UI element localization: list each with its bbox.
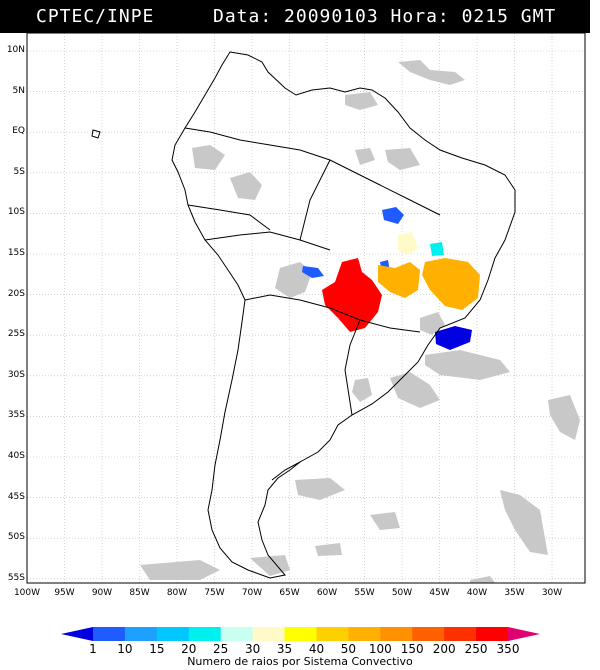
scale-value: 35	[276, 642, 293, 656]
lat-label: 45S	[7, 491, 25, 502]
lat-label: 25S	[7, 329, 25, 340]
scale-swatch	[412, 627, 445, 641]
scale-swatch	[348, 627, 381, 641]
scale-value: 50	[340, 642, 357, 656]
lat-label: 20S	[7, 288, 25, 299]
lon-label: 80W	[166, 588, 188, 598]
system-cyan-east	[430, 242, 444, 256]
color-scale	[61, 627, 540, 641]
system-orange-center	[378, 262, 420, 298]
lon-label: 40W	[466, 588, 488, 598]
system-red	[322, 258, 382, 332]
lat-label: EQ	[12, 126, 25, 137]
lon-label: 30W	[541, 588, 563, 598]
source-label: CPTEC/INPE	[36, 6, 155, 27]
lat-label: 15S	[7, 248, 25, 258]
scale-value: 200	[432, 642, 456, 656]
system-pale-north	[398, 232, 418, 255]
lon-label: 75W	[204, 588, 225, 598]
lon-label: 70W	[241, 588, 263, 598]
lat-label: 40S	[7, 451, 25, 461]
lat-label: 5N	[12, 85, 25, 96]
scale-value: 30	[244, 642, 261, 656]
scale-swatch	[444, 627, 477, 641]
lat-label: 50S	[7, 532, 25, 543]
scale-swatch	[93, 627, 126, 641]
lon-label: 100W	[13, 588, 41, 598]
coastline-borders	[91, 51, 516, 579]
scale-arrow-high	[508, 627, 540, 641]
scale-value: 350	[496, 642, 520, 656]
scale-swatch	[156, 627, 190, 641]
scale-swatch	[188, 627, 222, 641]
scale-value: 10	[117, 642, 133, 656]
scale-value: 1	[89, 642, 97, 656]
lat-label: 30S	[7, 369, 25, 380]
system-orange-east	[422, 258, 480, 310]
scale-swatch	[316, 627, 349, 641]
scale-value: 250	[464, 642, 488, 656]
lon-label: 50W	[391, 588, 413, 598]
system-blue-north	[382, 207, 404, 224]
scale-value: 25	[213, 642, 229, 656]
lon-label: 65W	[279, 588, 300, 598]
scale-swatch	[252, 627, 286, 641]
datetime-label: Data: 20090103 Hora: 0215 GMT	[213, 6, 557, 27]
scale-swatch	[476, 627, 509, 641]
title-bar: CPTEC/INPE Data: 20090103 Hora: 0215 GMT	[0, 0, 590, 33]
scale-swatch	[284, 627, 317, 641]
scale-value: 40	[308, 642, 325, 656]
lat-lon-grid	[27, 33, 585, 583]
scale-swatch	[220, 627, 254, 641]
lat-label: 35S	[7, 410, 25, 421]
scale-value: 100	[368, 642, 392, 656]
cloud-cover	[140, 60, 580, 583]
scale-arrow-low	[61, 627, 93, 641]
lat-label: 10N	[6, 45, 25, 55]
lat-label: 10S	[7, 207, 25, 218]
scale-value: 15	[149, 642, 165, 656]
lon-label: 95W	[54, 588, 75, 598]
lat-label: 55S	[7, 572, 25, 583]
scale-title: Numero de raios por Sistema Convectivo	[187, 655, 413, 668]
lat-label: 5S	[13, 166, 25, 177]
lightning-systems	[302, 207, 480, 350]
scale-value: 150	[400, 642, 424, 656]
scale-swatch	[380, 627, 413, 641]
system-blue-west	[302, 266, 324, 278]
system-blue-coast	[435, 326, 472, 350]
scale-value: 20	[181, 642, 197, 656]
lon-label: 55W	[354, 588, 375, 598]
scale-swatch	[124, 627, 158, 641]
lon-label: 85W	[129, 588, 150, 598]
lon-label: 90W	[91, 588, 113, 598]
map-frame	[26, 32, 586, 584]
lon-label: 60W	[316, 588, 338, 598]
lon-label: 45W	[429, 588, 450, 598]
lon-label: 35W	[504, 588, 525, 598]
